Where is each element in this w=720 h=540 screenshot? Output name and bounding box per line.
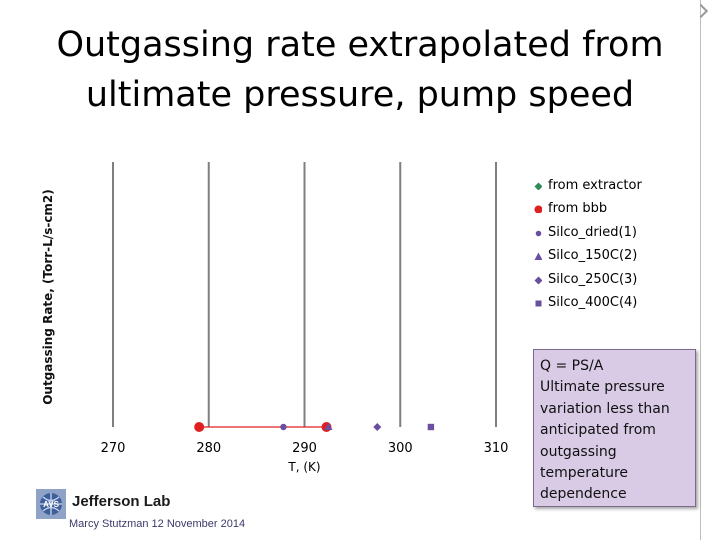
- note-line: Q = PS/A: [540, 358, 604, 374]
- slide-edge-line: [700, 0, 701, 540]
- data-point: [427, 423, 435, 431]
- legend-item: Silco_250C(3): [533, 270, 642, 293]
- data-point: [324, 422, 333, 430]
- legend-item: Silco_400C(4): [533, 293, 642, 316]
- note-box: Q = PS/A Ultimate pressure variation less …: [533, 349, 696, 507]
- legend-label: from bbb: [548, 201, 608, 217]
- note-line: anticipated from: [540, 422, 656, 439]
- x-axis-label: T, (K): [287, 460, 320, 474]
- x-tick-label: 310: [484, 441, 509, 456]
- legend-item: from extractor: [533, 176, 642, 199]
- legend-marker-diamond: [534, 182, 542, 190]
- legend-label: Silco_250C(3): [548, 271, 638, 287]
- legend-item: Silco_150C(2): [533, 246, 642, 269]
- title-line-2: ultimate pressure, pump speed: [85, 75, 635, 115]
- note-line: outgassing: [540, 443, 617, 460]
- legend-label: from extractor: [548, 178, 642, 193]
- data-point: [194, 422, 205, 432]
- x-tick-label: 300: [388, 441, 413, 456]
- legend-label: Silco_dried(1): [548, 224, 637, 240]
- legend-label: Silco_400C(4): [548, 294, 638, 310]
- legend-marker-square: [535, 300, 542, 307]
- x-tick-label: 270: [101, 441, 126, 456]
- note-line: temperature: [540, 465, 628, 482]
- legend-marker-circle: [534, 205, 542, 214]
- logo-mark-text: AVS: [43, 500, 60, 509]
- title-line-1: Outgassing rate extrapolated from: [56, 25, 664, 65]
- x-tick-label: 280: [196, 441, 221, 456]
- legend-item: Silco_dried(1): [533, 223, 642, 246]
- chart-legend: from extractor from bbb Silco_dried(1) Silc…: [533, 176, 642, 316]
- legend-marker-triangle: [534, 252, 542, 261]
- data-point: [280, 423, 287, 431]
- logo-globe-icon: AVS: [36, 489, 66, 519]
- slide-title: Outgassing rate extrapolated from ultima…: [40, 20, 680, 120]
- jefferson-lab-logo: AVS Jefferson Lab: [36, 489, 236, 519]
- footer-credit: Marcy Stutzman 12 November 2014: [69, 518, 246, 530]
- legend-label: Silco_150C(2): [548, 248, 638, 264]
- data-point: [373, 423, 382, 431]
- note-line: variation less than: [540, 400, 670, 417]
- legend-marker-diamond: [534, 276, 542, 284]
- legend-item: from bbb: [533, 199, 642, 222]
- legend-marker-circle-small: [535, 230, 542, 237]
- logo-text: Jefferson Lab: [72, 493, 171, 510]
- note-line: Ultimate pressure: [540, 379, 665, 396]
- note-line: dependence: [540, 486, 627, 503]
- x-tick-label: 290: [292, 441, 317, 456]
